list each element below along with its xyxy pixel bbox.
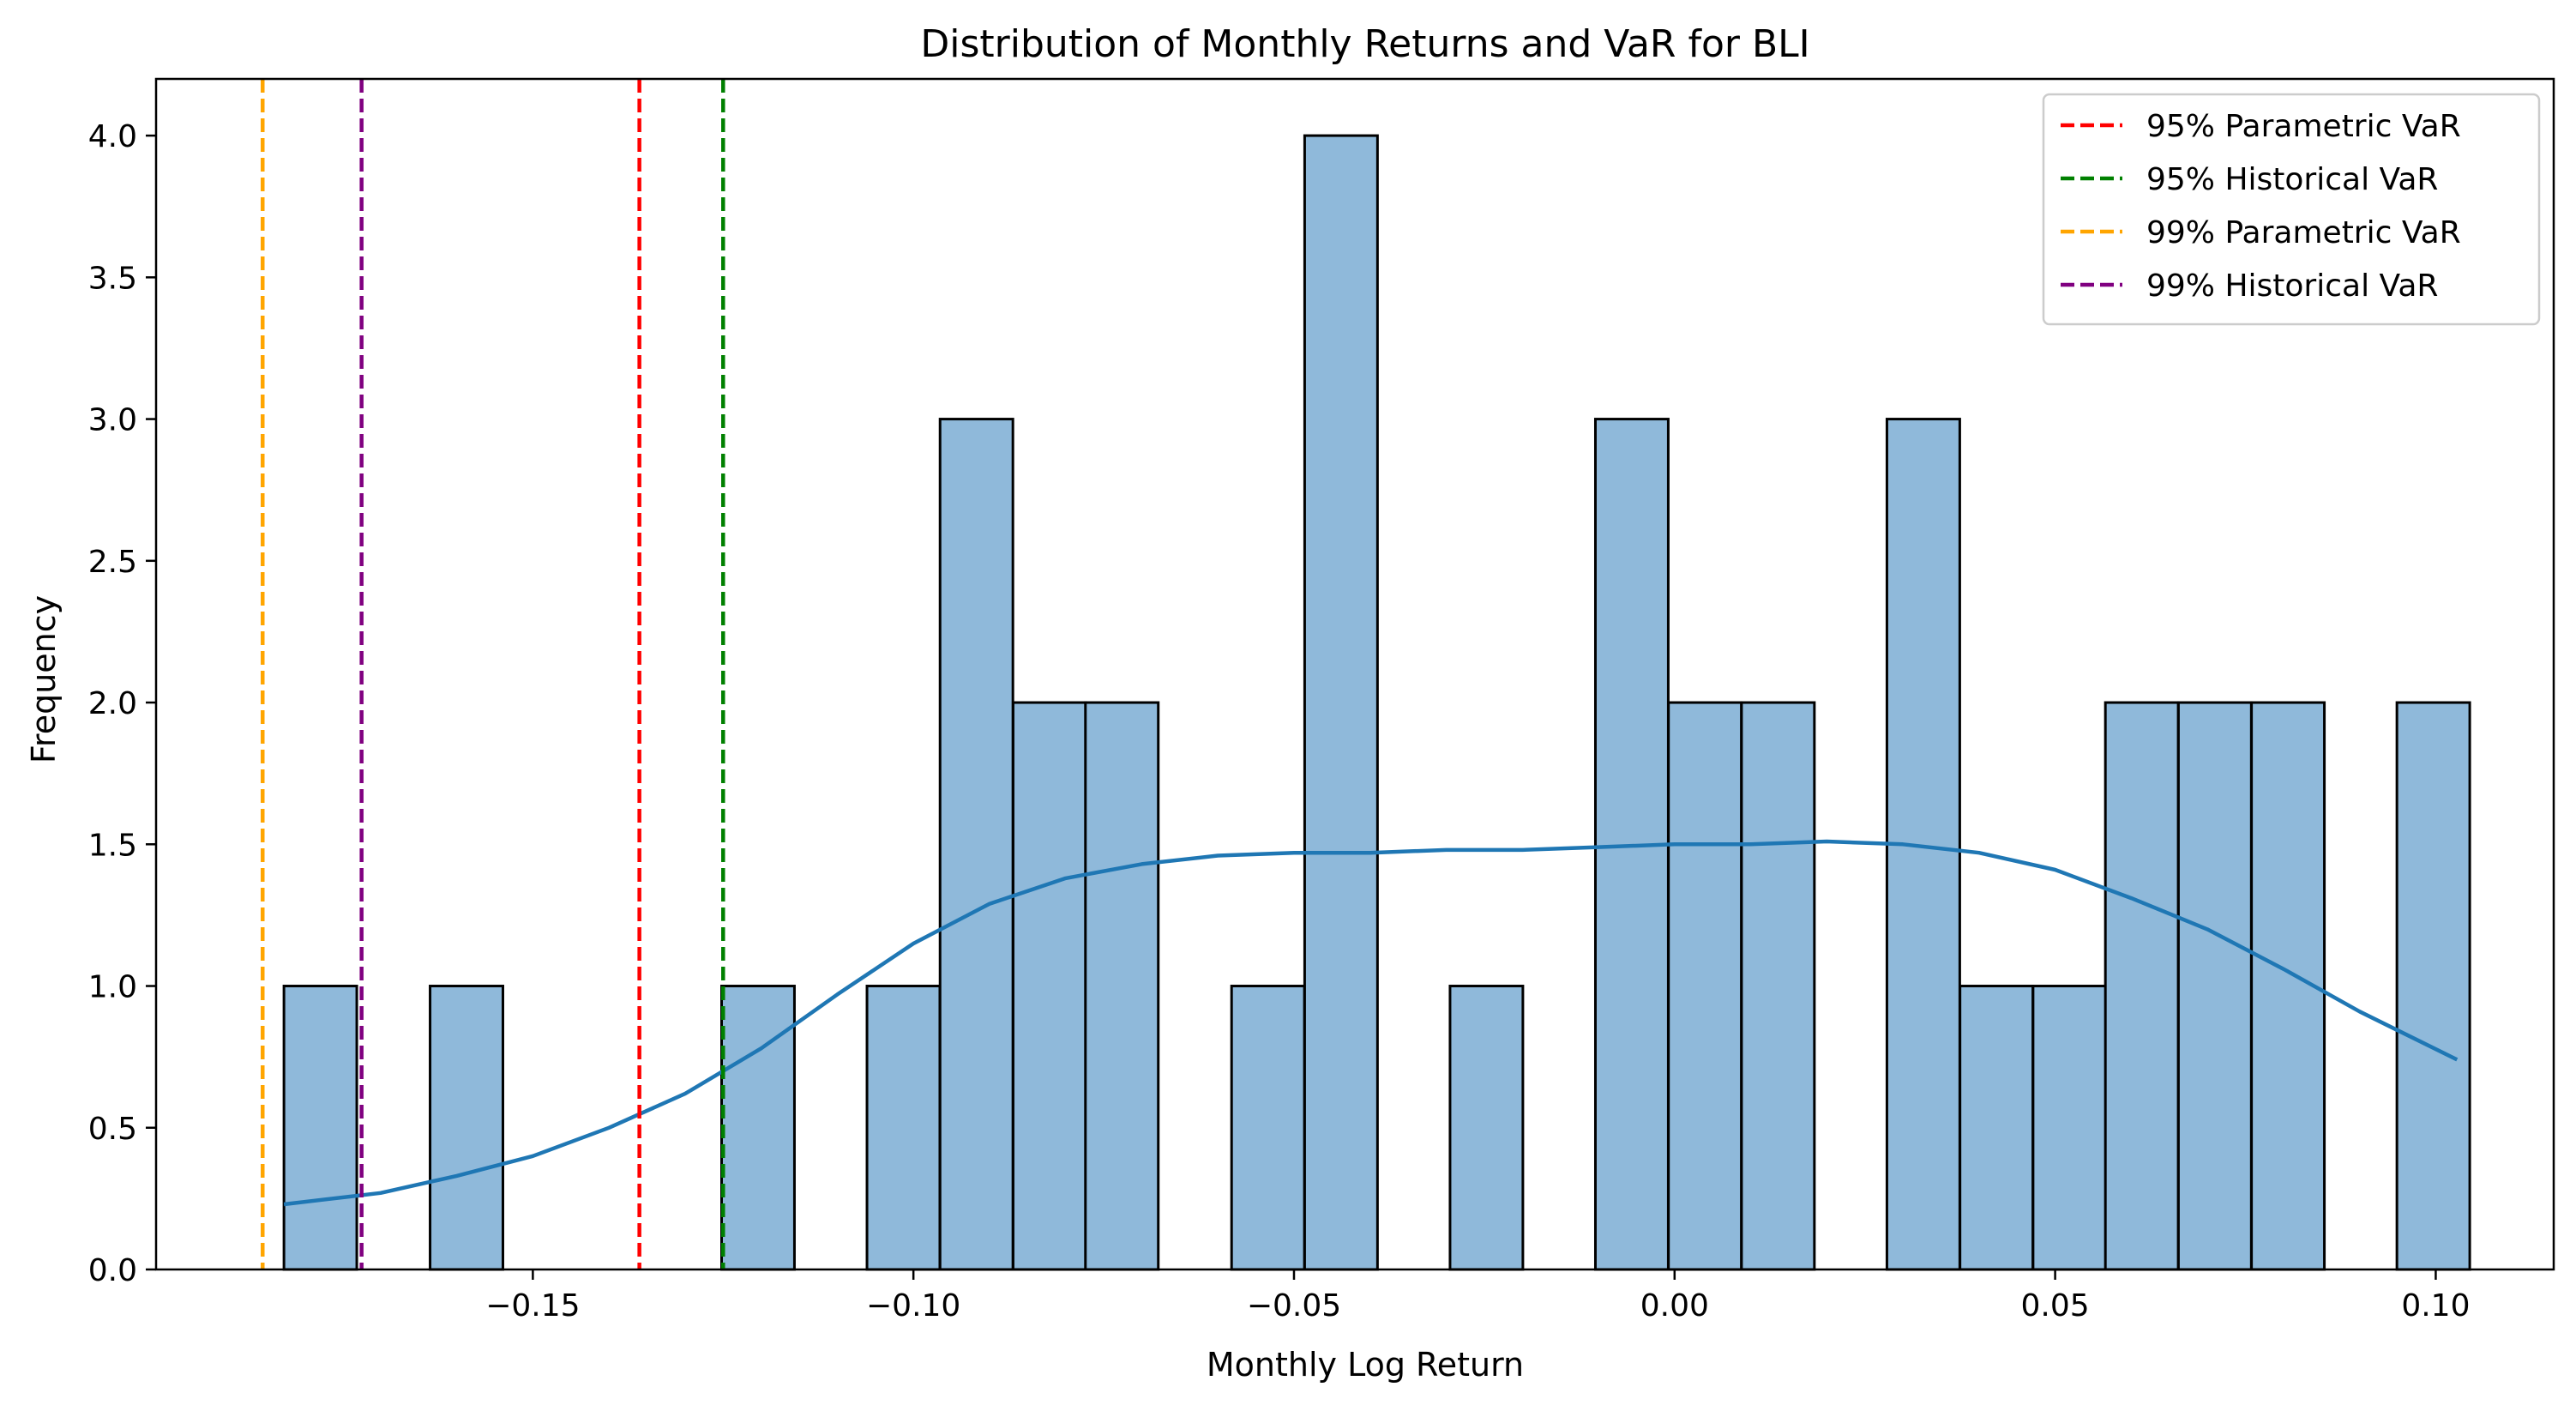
- kde-curve: [283, 839, 2459, 1207]
- legend-box: [2042, 93, 2541, 326]
- histogram-bar-11: [1667, 701, 1743, 1271]
- axes-layer: −0.15 −0.10 −0.05 0.00 0.05 0.10 0.0 0.5 1.0 1.5 2…: [88, 77, 2555, 1324]
- y-tick-label: 2.0: [88, 686, 137, 721]
- histogram-bar-17: [2176, 701, 2253, 1271]
- y-tick-label: 0.5: [88, 1112, 137, 1147]
- histogram-bar-14: [1959, 985, 2035, 1271]
- histogram-bar-4: [938, 418, 1014, 1271]
- var-lines-layer: [261, 79, 725, 1269]
- x-tick-label: 0.05: [2021, 1288, 2090, 1324]
- histogram-bar-15: [2031, 985, 2108, 1271]
- legend-label-2: 99% Parametric VaR: [2146, 215, 2461, 250]
- plot-frame: [154, 77, 2555, 1271]
- histogram-bar-16: [2104, 701, 2180, 1271]
- y-tick-label: 3.5: [88, 261, 137, 296]
- histogram-bar-1: [429, 985, 504, 1271]
- legend-label-1: 95% Historical VaR: [2146, 162, 2438, 197]
- histogram-bar-12: [1740, 701, 1816, 1271]
- legend-label-0: 95% Parametric VaR: [2146, 109, 2461, 144]
- x-tick-label: 0.00: [1640, 1288, 1709, 1324]
- histogram-bar-0: [282, 985, 358, 1271]
- histogram-bar-7: [1230, 985, 1306, 1271]
- legend-label-3: 99% Historical VaR: [2146, 268, 2438, 304]
- histogram-bar-5: [1011, 701, 1087, 1271]
- x-tick-label: −0.15: [485, 1288, 580, 1324]
- legend: 95% Parametric VaR 95% Historical VaR 99% …: [2042, 93, 2541, 326]
- x-tick-label: −0.05: [1247, 1288, 1341, 1324]
- kde-layer: [283, 839, 2459, 1207]
- y-tick-label: 2.5: [88, 545, 137, 580]
- histogram-bar-2: [720, 985, 796, 1271]
- x-axis-label: Monthly Log Return: [1207, 1346, 1524, 1384]
- histogram-bar-6: [1084, 701, 1160, 1271]
- y-tick-label: 1.5: [88, 828, 137, 863]
- chart-title: Distribution of Monthly Returns and VaR …: [920, 22, 1809, 66]
- y-tick-label: 3.0: [88, 403, 137, 438]
- y-tick-label: 4.0: [88, 119, 137, 154]
- y-tick-label: 1.0: [88, 970, 137, 1005]
- histogram-bar-9: [1448, 985, 1525, 1271]
- histogram-bar-19: [2395, 701, 2471, 1271]
- x-tick-label: −0.10: [866, 1288, 960, 1324]
- histogram-bar-3: [865, 985, 942, 1271]
- x-tick-label: 0.10: [2401, 1288, 2470, 1324]
- y-axis-label: Frequency: [25, 595, 63, 763]
- histogram-bar-8: [1303, 134, 1379, 1271]
- y-tick-label: 0.0: [88, 1253, 137, 1288]
